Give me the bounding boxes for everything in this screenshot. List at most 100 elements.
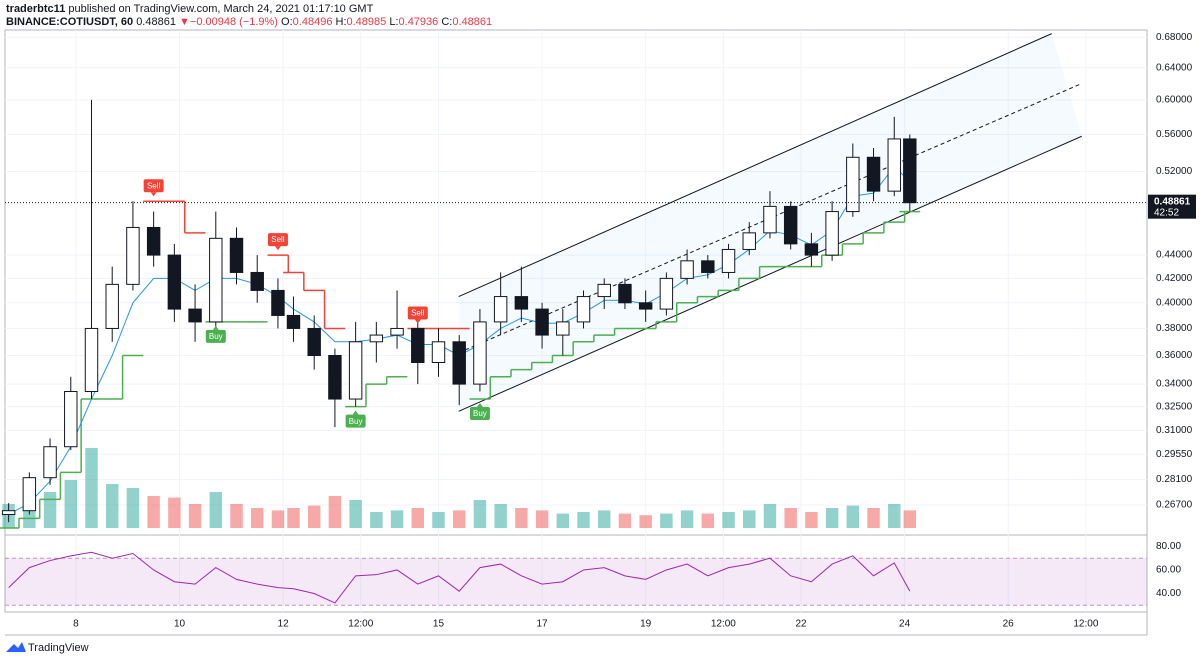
volume-bar [411,508,424,528]
volume-bar [535,510,549,528]
symbol-line: BINANCE:COTIUSDT, 60 0.48861 ▼−0.00948 (… [6,16,492,28]
arrow: ▼ [179,16,190,28]
candle-body [369,334,384,343]
volume-bar [85,448,98,528]
brand: TradingView [28,642,89,654]
countdown-label: 42:52 [1154,207,1179,218]
candle-body [597,283,611,298]
rsi-tick-label: 80.00 [1156,541,1181,552]
y-tick-label: 0.40000 [1156,297,1193,308]
candle-body [576,296,591,323]
footer-logo: TradingView [6,642,89,654]
signal-box [345,414,366,428]
y-tick-label: 0.31000 [1156,425,1193,436]
volume-bar [271,510,285,528]
signal-label: Buy [473,409,487,418]
volume-bar [349,500,362,528]
candle-body [556,321,570,336]
volume-bar [556,513,570,528]
signal-box [267,233,288,247]
last-price-box [1148,194,1196,219]
signal-pointer [150,192,157,197]
volume-bar [577,512,590,528]
y-tick-label: 0.44000 [1156,250,1193,261]
candle-body [659,277,674,310]
volume-bar [846,505,860,528]
x-tick-label: 24 [899,619,911,630]
ohlc-key: C: [441,16,452,28]
price: 0.48861 [136,16,176,28]
signal-label: Sell [271,235,285,244]
y-tick-label: 0.60000 [1156,95,1193,106]
x-tick-label: 15 [433,619,445,630]
y-tick-label: 0.29550 [1156,449,1193,460]
y-tick-label: 0.28100 [1156,474,1193,485]
volume-bar [515,508,528,528]
candle-body [43,446,57,479]
candle-body [286,314,301,329]
y-tick-label: 0.68000 [1156,32,1193,43]
volume-bar [230,504,243,528]
candle-body [84,327,99,393]
volume-bar [618,513,632,528]
volume-bar [722,512,735,528]
candle-body [188,308,202,323]
x-tick-label: 26 [1003,619,1015,630]
x-tick-label: 19 [640,619,652,630]
volume-bar [825,508,839,528]
y-tick-label: 0.56000 [1156,129,1193,140]
y-tick-label: 0.64000 [1156,62,1193,73]
volume-bar [64,480,77,528]
volume-bar [867,508,880,528]
candle-body [348,341,363,400]
candle-body [721,248,736,273]
y-tick-label: 0.34000 [1156,379,1193,390]
ohlc-key: O: [281,16,293,28]
volume-bar [287,508,300,528]
signal-box [407,306,428,320]
volume-bar [598,510,611,528]
candle-body [411,327,425,364]
candle-body [514,296,529,310]
ohlc-key: L: [389,16,398,28]
candle-body [250,271,264,291]
volume-bar [370,512,383,528]
candle-body [887,138,901,192]
signal-label: Buy [209,332,223,341]
candle-body [328,355,342,400]
volume-bar [473,500,487,528]
volume-bar [805,512,818,528]
volume-bar [307,505,321,528]
candle-body [825,211,839,256]
candle-body [307,327,321,357]
candle-body [452,341,466,385]
volume-bar [452,510,466,528]
volume-bar [660,513,673,528]
x-tick-label: 12:00 [348,619,373,630]
volume-bar [147,496,160,528]
ohlc-value: 0.48496 [293,16,333,28]
rsi-tick-label: 40.00 [1156,588,1181,599]
x-tick-label: 8 [73,619,79,630]
volume-bar [680,510,694,528]
y-tick-label: 0.26700 [1156,500,1193,511]
ohlc-value: 0.48985 [347,16,387,28]
candle-body [742,232,756,250]
last-price-label: 0.48861 [1154,196,1191,207]
candle-body [271,289,285,316]
candle-body [22,477,37,512]
volume-bar [390,510,404,528]
candle-body [390,327,404,336]
signal-pointer [212,325,219,330]
candle-body [804,243,819,256]
candle-body [638,302,653,310]
candle-body [126,226,140,285]
y-tick-label: 0.52000 [1156,166,1193,177]
volume-bar [209,492,223,528]
signal-label: Buy [349,417,363,426]
candle-body [105,283,119,329]
y-tick-label: 0.38000 [1156,323,1193,334]
x-tick-label: 12 [278,619,290,630]
candle-body [473,321,487,385]
